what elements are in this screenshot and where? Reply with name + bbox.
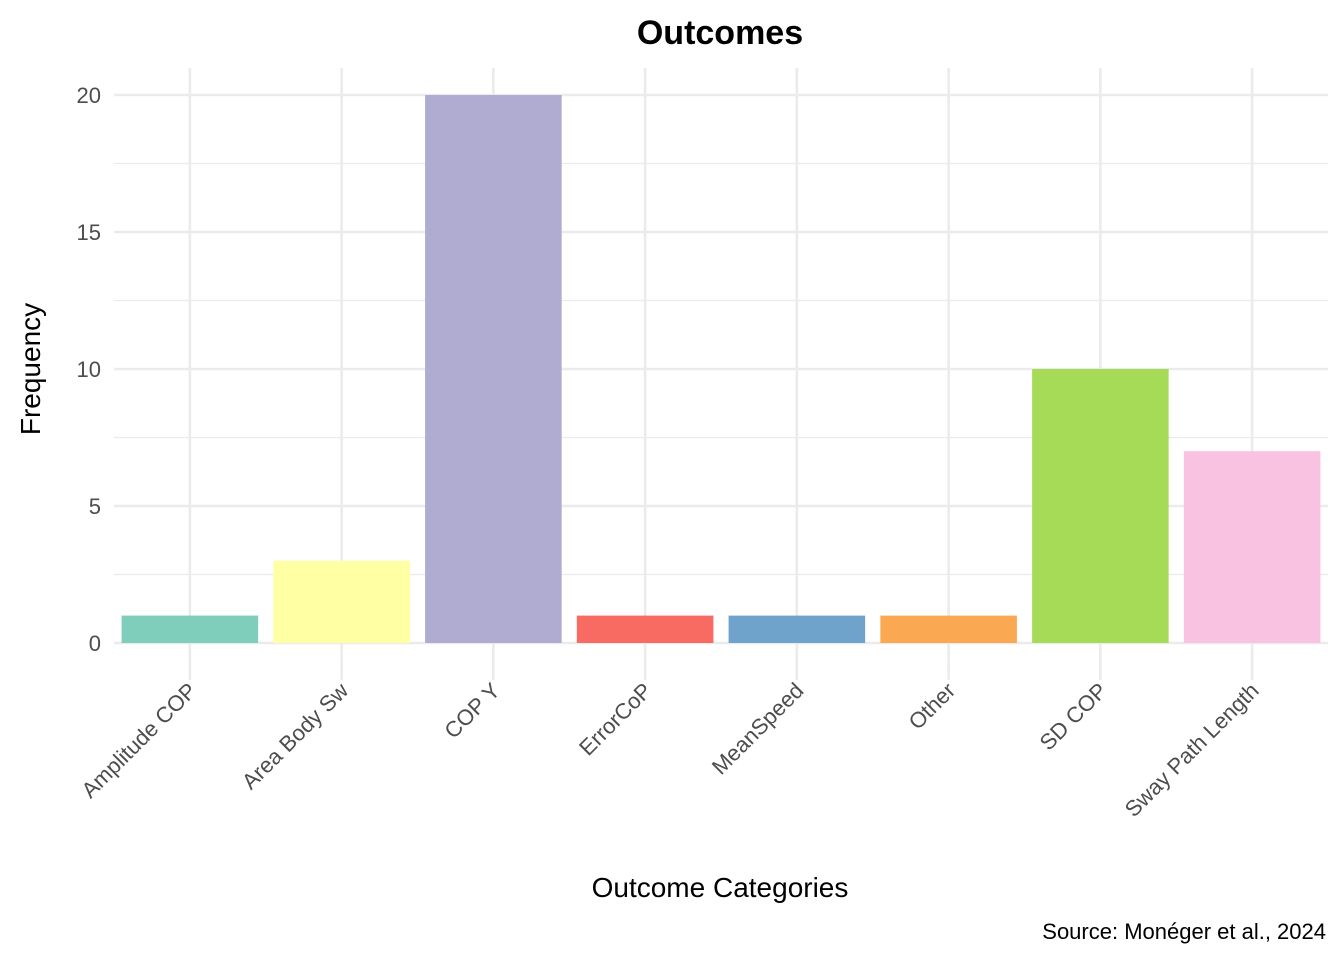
source-caption: Source: Monéger et al., 2024 [1042, 919, 1326, 944]
bar [728, 615, 866, 643]
x-tick-label: ErrorCoP [574, 678, 657, 761]
y-tick-label: 15 [77, 220, 101, 245]
x-axis-ticks: Amplitude COP Area Body Sw COP Y ErrorCoP Me… [77, 668, 1264, 822]
y-tick-label: 10 [77, 357, 101, 382]
bar [1183, 451, 1321, 643]
bars [121, 95, 1321, 643]
bar [121, 615, 259, 643]
bar [425, 95, 562, 643]
bar [880, 615, 1017, 643]
bar [576, 615, 714, 643]
x-axis-title: Outcome Categories [592, 872, 849, 903]
x-tick-label: SD COP [1035, 678, 1112, 755]
x-tick-label: Amplitude COP [77, 678, 202, 803]
chart-title: Outcomes [637, 14, 803, 52]
x-tick-label: MeanSpeed [707, 678, 809, 780]
x-tick-label: Other [904, 678, 961, 735]
y-tick-label: 20 [77, 83, 101, 108]
y-tick-label: 0 [89, 631, 101, 656]
y-axis-title: Frequency [15, 303, 46, 435]
bar [273, 560, 410, 643]
x-tick-label: Area Body Sw [237, 678, 353, 794]
bar [1032, 369, 1169, 643]
x-tick-label: Sway Path Length [1120, 678, 1264, 822]
y-tick-label: 5 [89, 494, 101, 519]
y-axis-ticks: 0 5 10 15 20 [77, 83, 101, 656]
x-tick-label: COP Y [439, 678, 505, 744]
